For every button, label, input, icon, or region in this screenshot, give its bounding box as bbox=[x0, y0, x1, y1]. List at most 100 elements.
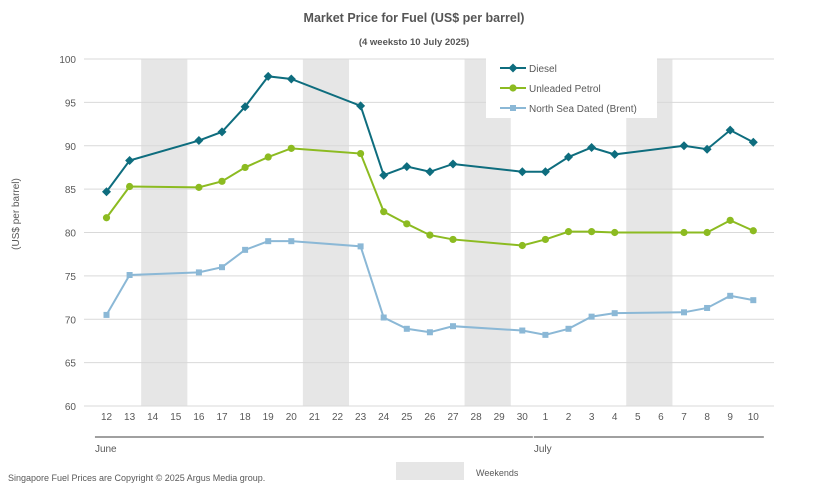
data-point bbox=[357, 149, 365, 158]
data-point bbox=[702, 144, 712, 154]
data-point bbox=[426, 231, 434, 239]
data-point bbox=[126, 272, 133, 279]
x-tick-label: 4 bbox=[612, 412, 618, 423]
data-point bbox=[587, 142, 597, 152]
y-tick-label: 65 bbox=[65, 359, 77, 370]
data-point bbox=[402, 162, 412, 172]
data-point bbox=[240, 102, 250, 112]
x-tick-label: 7 bbox=[681, 412, 687, 423]
data-point bbox=[126, 182, 134, 191]
data-point bbox=[357, 243, 364, 250]
x-tick-label: 15 bbox=[170, 412, 182, 423]
x-tick-label: 3 bbox=[589, 412, 595, 423]
weekend-legend-label: Weekends bbox=[476, 468, 519, 478]
x-tick-label: 22 bbox=[332, 412, 344, 423]
x-tick-label: 26 bbox=[424, 412, 436, 423]
y-tick-label: 80 bbox=[65, 229, 77, 240]
month-label: July bbox=[534, 444, 552, 455]
data-point bbox=[102, 214, 111, 222]
x-tick-label: 1 bbox=[543, 412, 549, 423]
y-tick-label: 100 bbox=[59, 55, 76, 66]
data-point bbox=[610, 149, 620, 159]
data-point bbox=[588, 228, 596, 236]
data-point bbox=[564, 228, 573, 236]
series-2 bbox=[103, 238, 757, 338]
data-point bbox=[195, 269, 202, 276]
data-point bbox=[703, 228, 711, 237]
x-tick-label: 20 bbox=[286, 412, 298, 423]
data-point bbox=[288, 238, 295, 245]
x-tick-label: 10 bbox=[748, 412, 760, 423]
data-point bbox=[448, 159, 458, 169]
data-point bbox=[540, 167, 550, 177]
y-tick-label: 75 bbox=[65, 272, 77, 283]
data-point bbox=[241, 163, 249, 172]
x-tick-label: 17 bbox=[216, 412, 228, 423]
x-tick-label: 21 bbox=[309, 412, 321, 423]
y-tick-label: 95 bbox=[65, 98, 77, 109]
x-tick-label: 8 bbox=[704, 412, 710, 423]
data-point bbox=[263, 71, 273, 81]
data-point bbox=[680, 228, 688, 237]
x-tick-label: 24 bbox=[378, 412, 390, 423]
data-point bbox=[449, 235, 457, 244]
data-point bbox=[195, 183, 203, 191]
data-point bbox=[681, 309, 687, 316]
month-labels: June July bbox=[94, 436, 764, 455]
series-lines bbox=[102, 71, 758, 338]
data-point bbox=[265, 238, 272, 245]
x-tick-label: 13 bbox=[124, 412, 136, 423]
data-point bbox=[704, 304, 711, 311]
chart-title: Market Price for Fuel (US$ per barrel) bbox=[304, 11, 525, 25]
copyright-notice: Singapore Fuel Prices are Copyright © 20… bbox=[8, 473, 265, 483]
data-point bbox=[750, 297, 757, 304]
legend-marker bbox=[508, 63, 518, 73]
x-tick-label: 19 bbox=[263, 412, 275, 423]
data-point bbox=[679, 141, 689, 151]
y-tick-label: 60 bbox=[65, 402, 77, 413]
data-point bbox=[125, 155, 135, 165]
data-point bbox=[564, 152, 573, 162]
legend-label: Diesel bbox=[529, 64, 557, 75]
data-point bbox=[102, 187, 111, 197]
x-tick-label: 5 bbox=[635, 412, 641, 423]
data-point bbox=[726, 216, 734, 224]
data-point bbox=[218, 177, 226, 185]
data-point bbox=[542, 331, 549, 338]
y-tick-label: 85 bbox=[65, 185, 77, 196]
y-tick-label: 70 bbox=[65, 315, 77, 326]
data-point bbox=[425, 167, 435, 177]
chart-subtitle: (4 weeksto 10 July 2025) bbox=[359, 37, 469, 48]
data-point bbox=[611, 228, 619, 237]
x-tick-label: 14 bbox=[147, 412, 159, 423]
data-point bbox=[103, 311, 110, 318]
series-1 bbox=[102, 144, 757, 250]
data-point bbox=[727, 292, 734, 299]
x-tick-label: 30 bbox=[517, 412, 529, 423]
data-point bbox=[286, 74, 296, 84]
data-point bbox=[264, 153, 272, 161]
x-tick-label: 28 bbox=[471, 412, 483, 423]
weekend-legend-swatch bbox=[396, 462, 464, 480]
y-tick-labels: 60 65 70 75 80 85 90 95 100 bbox=[59, 55, 76, 413]
data-point bbox=[426, 329, 433, 336]
x-tick-label: 18 bbox=[240, 412, 252, 423]
y-axis-label: (US$ per barrel) bbox=[11, 178, 22, 250]
data-point bbox=[541, 235, 550, 244]
series-0 bbox=[102, 71, 758, 197]
legend-label: North Sea Dated (Brent) bbox=[529, 104, 637, 115]
x-tick-label: 12 bbox=[101, 412, 113, 423]
data-point bbox=[725, 125, 735, 135]
data-point bbox=[242, 246, 249, 253]
data-point bbox=[403, 220, 411, 228]
data-point bbox=[219, 264, 225, 271]
data-point bbox=[217, 127, 227, 137]
data-point bbox=[588, 313, 595, 320]
data-point bbox=[379, 170, 389, 180]
data-point bbox=[380, 208, 388, 216]
data-point bbox=[611, 310, 618, 317]
y-tick-label: 90 bbox=[65, 142, 77, 153]
legend-label: Unleaded Petrol bbox=[529, 84, 601, 95]
x-tick-label: 6 bbox=[658, 412, 664, 423]
legend-marker bbox=[510, 105, 516, 111]
